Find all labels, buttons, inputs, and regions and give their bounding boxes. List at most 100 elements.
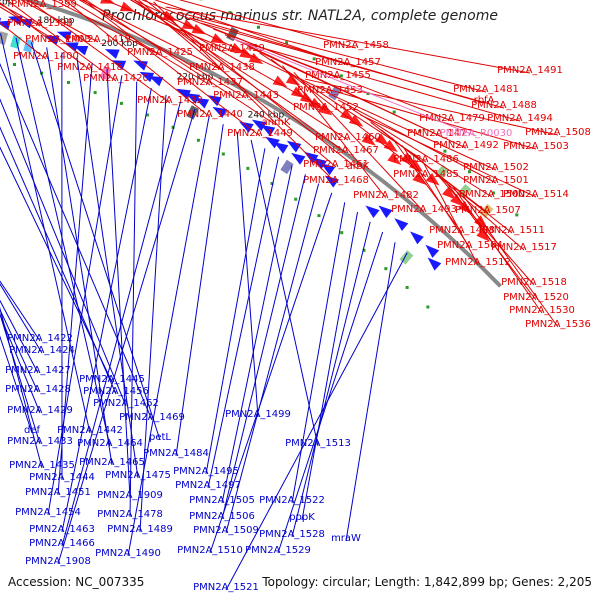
reverse-gene (56, 31, 72, 42)
backbone-arc (22, 0, 502, 288)
genome-backbone (22, 0, 502, 288)
label-leader-line (250, 139, 319, 447)
forward-gene (272, 75, 288, 88)
gene-label: PMN2A_1419 (65, 34, 131, 45)
outer-guide-dot (339, 74, 343, 78)
inner-guide-dot (13, 62, 17, 66)
reverse-feature-block (280, 159, 294, 175)
label-leader-line (0, 33, 91, 434)
forward-gene (387, 152, 402, 166)
reverse-gene (427, 257, 442, 271)
outer-guide-dot (467, 170, 471, 174)
label-leader-line (348, 106, 493, 198)
gene-label: PMN2A_1455 (305, 70, 371, 81)
label-leader-line (61, 88, 152, 533)
gene-label: PMN2A_1475 (105, 470, 171, 481)
reverse-gene (194, 97, 210, 109)
gene-label: PMN2A_1398 (7, 18, 73, 29)
gene-label: PMN2A_1454 (15, 507, 81, 518)
label-leader-line (178, 0, 357, 49)
outer-guide-dot (418, 129, 422, 133)
gene-label: mraW (331, 533, 361, 544)
gene-label: rbfA (474, 95, 495, 106)
outer-guide-dot (443, 149, 447, 153)
reverse-feature-block (186, 105, 199, 120)
gene-label: PMN2A_1509 (193, 525, 259, 536)
reverse-gene (286, 140, 302, 153)
genome-summary: Topology: circular; Length: 1,842,899 bp… (262, 575, 592, 589)
reverse-gene (0, 17, 2, 28)
label-leader-line (316, 85, 537, 150)
label-leader-line (401, 145, 471, 249)
reverse-gene (425, 244, 440, 258)
gene-label: PMN2A_1522 (259, 495, 325, 506)
label-leader-line (0, 299, 39, 374)
label-leader-line (80, 0, 223, 71)
label-leader-line (282, 65, 387, 199)
gene-label: PMN2A_1536 (525, 319, 591, 330)
label-leader-line (129, 81, 138, 518)
reverse-gene (73, 45, 89, 56)
label-leader-line (412, 153, 525, 251)
gene-label: PMN2A_1486 (393, 154, 459, 165)
gene-label: PMN2A_1399 (11, 0, 77, 10)
label-leader-line (78, 0, 247, 99)
label-leader-line (270, 58, 427, 178)
inner-guide-dot (171, 125, 175, 129)
outer-guide-dot (228, 11, 232, 15)
gene-label: PMN2A_1467 (313, 145, 379, 156)
label-leader-line (165, 6, 531, 74)
gene-label: PMN2A_1466 (29, 538, 95, 549)
gene-label: PMN2A_1518 (501, 277, 567, 288)
label-leader-line (462, 194, 559, 328)
gene-label: PMN2A_1425 (127, 47, 193, 58)
outer-guide-dot (256, 25, 260, 29)
label-leader-line (0, 335, 33, 434)
label-leader-line (207, 156, 280, 489)
gene-label: PMN2A_1482 (353, 190, 419, 201)
gene-label: PMN2A_1451 (25, 487, 91, 498)
gene-label: PMN2A_1514 (503, 189, 569, 200)
label-leader-line (0, 126, 117, 395)
gene-label: PMN2A_1463 (29, 524, 95, 535)
reverse-gene (17, 18, 33, 29)
reverse-gene (239, 121, 254, 133)
inner-guide-dot (294, 197, 298, 201)
gene-label: PMN2A_1499 (225, 409, 291, 420)
map-title: Prochlorococcus marinus str. NATL2A, com… (102, 8, 498, 24)
label-leader-line (0, 308, 39, 393)
label-leader-line (6, 0, 117, 82)
label-leader-line (139, 94, 167, 533)
forward-gene (191, 23, 207, 35)
reverse-gene (320, 163, 336, 176)
label-leader-line (452, 186, 543, 314)
gene-label: PMN2A_1458 (323, 40, 389, 51)
gene-label: PMN2A_1488 (471, 100, 537, 111)
gene-label: petL (149, 432, 171, 443)
gene-label: PMN2A_1433 (7, 436, 73, 447)
outer-guide-dot (392, 110, 396, 114)
gene-label: PMN2A_1502 (463, 162, 529, 173)
gene-label: PMN2A_1424 (9, 345, 75, 356)
label-leader-line (137, 0, 337, 168)
gene-label: PMN2A_1490 (95, 548, 161, 559)
gene-label: PMN2A_1457 (315, 57, 381, 68)
gene-label: PMN2A_1520 (503, 292, 569, 303)
gene-label: PMN2A_1439 (199, 43, 265, 54)
forward-gene (361, 133, 376, 146)
forward-gene (442, 186, 456, 200)
reverse-gene (104, 49, 120, 59)
outer-guide-dot (285, 41, 289, 45)
reverse-gene (44, 35, 60, 46)
reverse-feature-block (0, 31, 9, 45)
gene-label: PMN2A_1461 (303, 159, 369, 170)
forward-gene (119, 1, 135, 12)
reverse-gene (251, 119, 267, 132)
inner-guide-dot (145, 113, 149, 117)
reverse-gene (265, 136, 280, 149)
gene-label: PMN2A_1507 (455, 205, 521, 216)
inner-guide-dot (93, 91, 97, 95)
gene-label: PMN2A_1453 (297, 85, 363, 96)
gene-label: PMN2A_1460 (315, 132, 381, 143)
label-leader-line (205, 148, 266, 475)
